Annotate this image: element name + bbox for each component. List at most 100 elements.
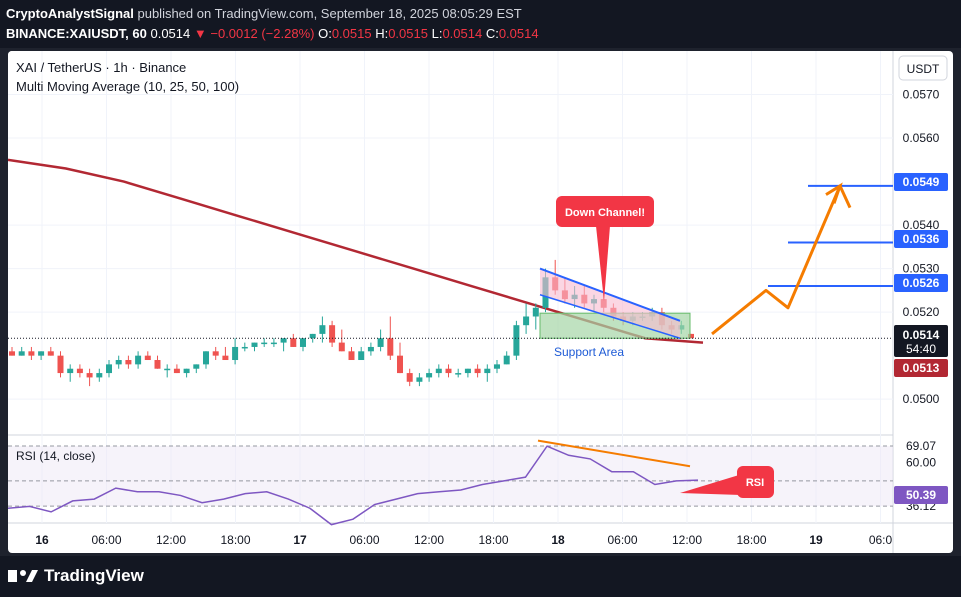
time-tick-label: 12:00: [414, 533, 444, 547]
badge-rsi-text: 50.39: [906, 488, 936, 502]
rsi-callout-pointer: [680, 475, 741, 495]
badge-current: [894, 325, 948, 357]
price-tick-label: 0.0540: [903, 218, 940, 232]
time-tick-label: 18: [551, 533, 565, 547]
candle-body: [154, 360, 161, 369]
high-value: 0.0515: [388, 26, 428, 41]
candle-body: [135, 355, 142, 365]
candle-body: [494, 364, 500, 369]
candle-body: [367, 346, 374, 352]
open-value: 0.0515: [331, 26, 372, 41]
candle-body: [183, 368, 190, 374]
time-tick-label: 16: [35, 533, 49, 547]
candle-body: [426, 373, 433, 378]
candle-body: [47, 351, 54, 356]
candle-body: [76, 368, 83, 374]
candle-body: [455, 373, 462, 375]
badge-current-text: 0.0514: [903, 328, 940, 342]
candle-body: [484, 368, 491, 374]
down-channel-fill: [540, 268, 680, 339]
badge-ma-text: 0.0513: [903, 361, 940, 375]
candle-body: [397, 355, 403, 374]
low-label: L:: [431, 26, 443, 41]
time-tick-label: 12:00: [156, 533, 186, 547]
candle-body: [532, 307, 539, 317]
low-value: 0.0514: [442, 26, 483, 41]
down-channel-top-line: [539, 267, 681, 322]
currency-label: USDT: [907, 62, 940, 76]
candle-body: [115, 360, 122, 365]
candle-body: [203, 351, 209, 365]
candle-body: [513, 325, 520, 356]
candle-body: [222, 355, 229, 361]
time-tick-label: 18:00: [220, 533, 250, 547]
candle-body: [503, 355, 510, 365]
time-tick-label: 18:00: [478, 533, 508, 547]
time-tick-label: 12:00: [672, 533, 702, 547]
candle-body: [329, 325, 336, 343]
rsi-callout-text: RSI: [746, 477, 764, 489]
open-label: O:: [318, 26, 332, 41]
publisher-name[interactable]: CryptoAnalystSignal: [6, 6, 134, 21]
candle-body: [38, 351, 45, 356]
candle-body: [290, 338, 297, 347]
tradingview-logo[interactable]: TradingView: [8, 566, 144, 586]
rsi-divergence-line: [537, 439, 691, 468]
candle-body: [319, 325, 326, 334]
down-channel-pointer: [596, 226, 610, 301]
price-pane[interactable]: [8, 51, 893, 434]
candle-body: [280, 338, 287, 343]
down-channel-callout[interactable]: [556, 196, 654, 227]
price-tick-label: 0.0500: [903, 392, 940, 406]
candle-body: [241, 346, 248, 349]
badge-target-526-text: 0.0526: [903, 276, 940, 290]
time-tick-label: 06:00: [607, 533, 637, 547]
badge-target-549-text: 0.0549: [903, 175, 940, 189]
price-change: −0.0012 (−2.28%): [210, 26, 315, 41]
candle-body: [445, 368, 452, 374]
down-channel-bottom-line: [539, 294, 681, 339]
down-triangle-icon: ▼: [193, 26, 207, 41]
projection-arrow-head: [825, 182, 843, 204]
candle-body: [261, 342, 268, 345]
currency-button[interactable]: [898, 55, 948, 81]
candle-body: [173, 368, 180, 374]
chart-svg[interactable]: 16 06:00 12:00 18:00 17 06:00 12:00 18:00 18 06:0…: [8, 51, 953, 553]
candle-body: [387, 338, 394, 356]
badge-target-549: [894, 173, 948, 191]
chart-title[interactable]: XAI / TetherUS · 1h · Binance: [16, 60, 187, 75]
support-area-text: Support Area: [554, 345, 624, 359]
badge-target-536: [894, 230, 948, 248]
candle-body: [251, 342, 258, 347]
candle-body: [125, 360, 132, 365]
published-text: published on TradingView.com, September …: [137, 6, 522, 21]
tradingview-brand: TradingView: [44, 566, 144, 585]
candle-body: [86, 373, 93, 378]
price-tick-label: 0.0570: [903, 88, 940, 102]
rsi-callout[interactable]: [737, 466, 774, 498]
candle-body: [523, 316, 530, 326]
candle-body: [464, 368, 471, 374]
rsi-line: [8, 445, 699, 526]
candle-body: [309, 333, 316, 339]
candle-body: [416, 377, 423, 382]
badge-target-526: [894, 274, 948, 292]
badge-rsi: [894, 486, 948, 504]
time-tick-label: 06:00: [91, 533, 121, 547]
candle-body: [348, 351, 355, 361]
candle-body: [300, 338, 306, 347]
down-channel-text: Down Channel!: [565, 207, 645, 219]
rsi-indicator-label[interactable]: RSI (14, close): [16, 449, 96, 463]
footer: TradingView: [0, 556, 961, 597]
candle-body: [67, 368, 74, 374]
time-tick-label: 19: [809, 533, 823, 547]
candle-body: [144, 355, 151, 361]
badge-countdown-text: 54:40: [906, 342, 936, 356]
chart-frame[interactable]: 16 06:00 12:00 18:00 17 06:00 12:00 18:00 18 06:0…: [8, 51, 953, 553]
close-label: C:: [485, 26, 499, 41]
time-tick-label: 17: [293, 533, 307, 547]
ohlc-line: BINANCE:XAIUSDT, 60 0.0514 ▼ −0.0012 (−2…: [6, 26, 539, 41]
time-tick-label: 18:00: [736, 533, 766, 547]
ma-indicator-label[interactable]: Multi Moving Average (10, 25, 50, 100): [16, 79, 240, 94]
time-tick-label: 06:00: [349, 533, 379, 547]
